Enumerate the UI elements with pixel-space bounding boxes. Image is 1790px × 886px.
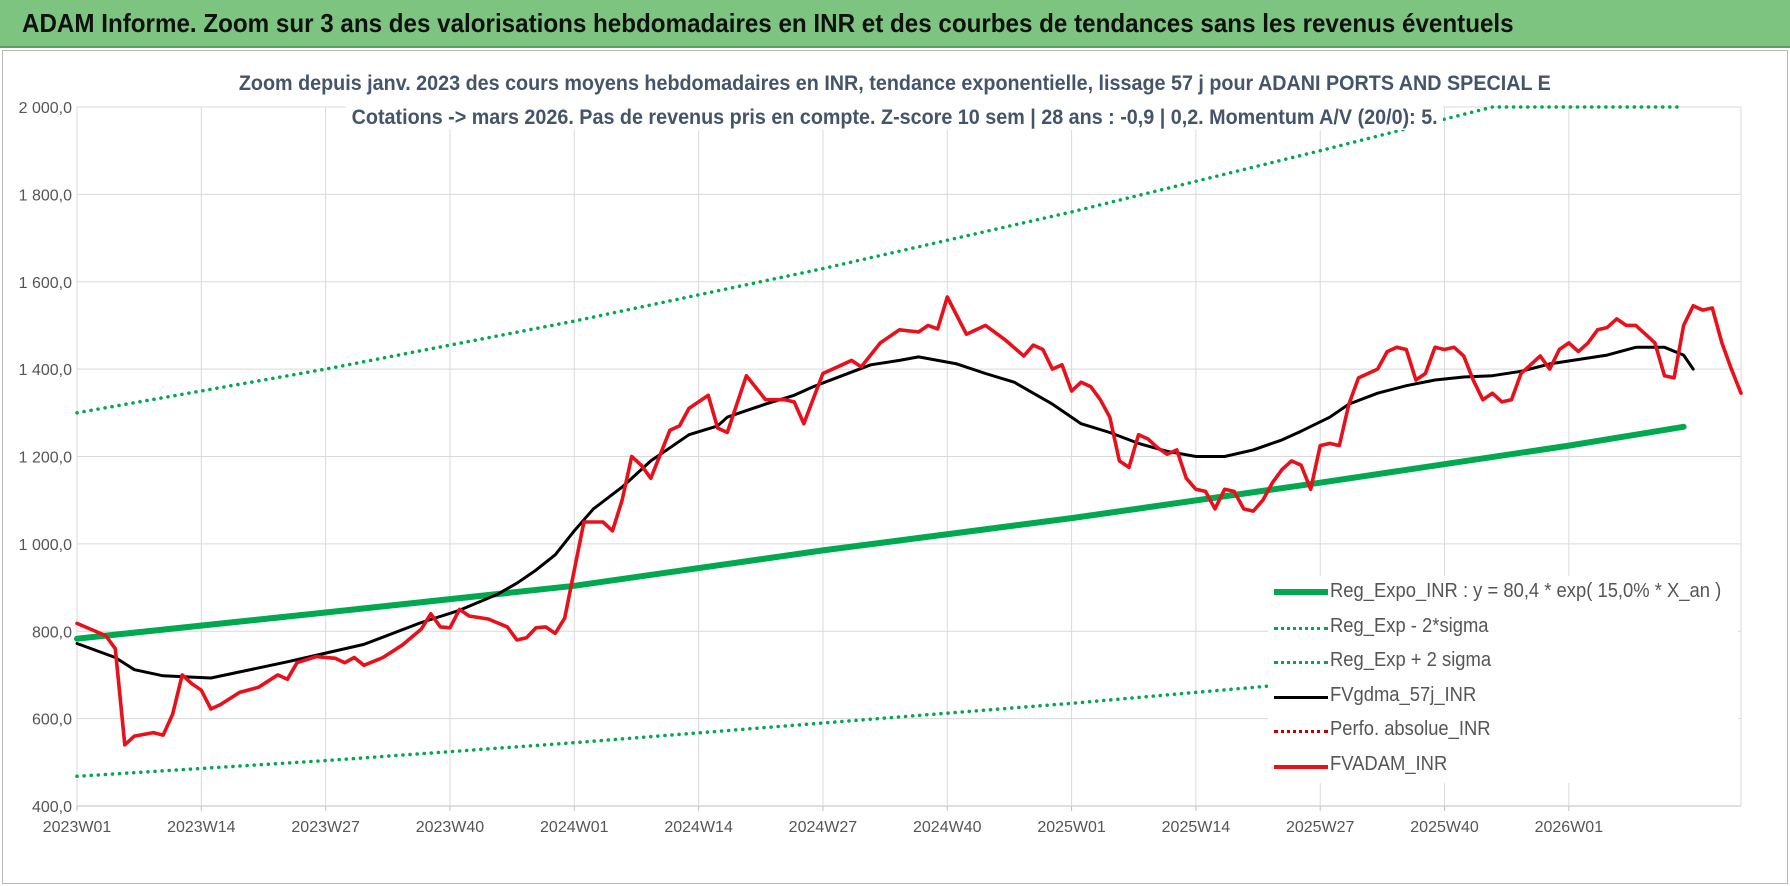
legend-label-trend: Reg_Expo_INR : y = 80,4 * exp( 15,0% * X…	[1330, 580, 1722, 602]
legend-item-price: FVADAM_INR	[1268, 749, 1738, 784]
trend-line	[74, 423, 1687, 642]
x-tick-label: 2024W40	[913, 819, 982, 836]
x-axis-ticks: 2023W01 2023W14 2023W27 2023W40 2024W01 2024W…	[43, 819, 1603, 836]
x-tick-label: 2025W14	[1162, 819, 1231, 836]
legend-swatch-perfo	[1274, 730, 1328, 733]
legend-label-minus-sigma: Reg_Exp - 2*sigma	[1330, 614, 1489, 637]
y-tick-label: 1 600,0	[19, 275, 72, 292]
x-tick-label: 2025W27	[1286, 819, 1355, 836]
legend-label-perfo: Perfo. absolue_INR	[1330, 718, 1491, 740]
report-title: ADAM Informe. Zoom sur 3 ans des valoris…	[22, 8, 1514, 38]
legend-swatch-trend	[1274, 589, 1328, 595]
chart-title-text-1: Zoom depuis janv. 2023 des cours moyens …	[233, 72, 1557, 96]
y-tick-label: 1 800,0	[19, 187, 72, 204]
legend-swatch-plus-sigma	[1274, 661, 1328, 664]
legend-label-plus-sigma: Reg_Exp + 2 sigma	[1330, 649, 1492, 671]
x-tick-label: 2023W27	[291, 819, 360, 836]
chart-title-line-1: Zoom depuis janv. 2023 des cours moyens …	[0, 72, 1790, 96]
x-tick-label: 2023W01	[43, 819, 112, 836]
x-tick-label: 2024W27	[789, 819, 858, 836]
x-tick-label: 2026W01	[1535, 819, 1604, 836]
y-axis-ticks: 400,0 600,0 800,0 1 000,0 1 200,0 1 400,0 1 60…	[19, 100, 72, 816]
upper-sigma-line	[75, 105, 1686, 415]
legend-item-gdma: FVgdma_57j_INR	[1268, 680, 1738, 715]
x-tick-label: 2023W40	[416, 819, 485, 836]
x-tick-label: 2025W01	[1037, 819, 1106, 836]
chart-title-line-2: Cotations -> mars 2026. Pas de revenus p…	[0, 106, 1790, 130]
chart-legend: Reg_Expo_INR : y = 80,4 * exp( 15,0% * X…	[1268, 576, 1738, 783]
y-tick-label: 600,0	[32, 712, 72, 729]
y-tick-label: 800,0	[32, 624, 72, 641]
legend-swatch-gdma	[1274, 695, 1328, 699]
legend-label-gdma: FVgdma_57j_INR	[1330, 683, 1477, 706]
legend-item-plus-sigma: Reg_Exp + 2 sigma	[1268, 645, 1738, 680]
x-tick-label: 2024W01	[540, 819, 609, 836]
x-tick-label: 2024W14	[664, 819, 733, 836]
chart-area	[2, 50, 1788, 884]
y-tick-label: 2 000,0	[19, 100, 72, 117]
x-tick-label: 2025W40	[1410, 819, 1479, 836]
gdma-line	[75, 345, 1695, 680]
y-tick-label: 1 200,0	[19, 450, 72, 467]
y-tick-label: 1 400,0	[19, 362, 72, 379]
report-banner: ADAM Informe. Zoom sur 3 ans des valoris…	[0, 0, 1790, 48]
gridlines	[76, 106, 1742, 811]
x-tick-label: 2023W14	[167, 819, 236, 836]
legend-label-price: FVADAM_INR	[1330, 752, 1448, 775]
y-tick-label: 1 000,0	[19, 537, 72, 554]
y-tick-label: 400,0	[32, 799, 72, 816]
legend-item-minus-sigma: Reg_Exp - 2*sigma	[1268, 611, 1738, 646]
price-line	[75, 295, 1743, 747]
legend-item-perfo: Perfo. absolue_INR	[1268, 714, 1738, 749]
legend-swatch-price	[1274, 764, 1328, 769]
chart-title-text-2: Cotations -> mars 2026. Pas de revenus p…	[346, 106, 1444, 130]
legend-swatch-minus-sigma	[1274, 626, 1328, 630]
legend-item-trend: Reg_Expo_INR : y = 80,4 * exp( 15,0% * X…	[1268, 576, 1738, 611]
